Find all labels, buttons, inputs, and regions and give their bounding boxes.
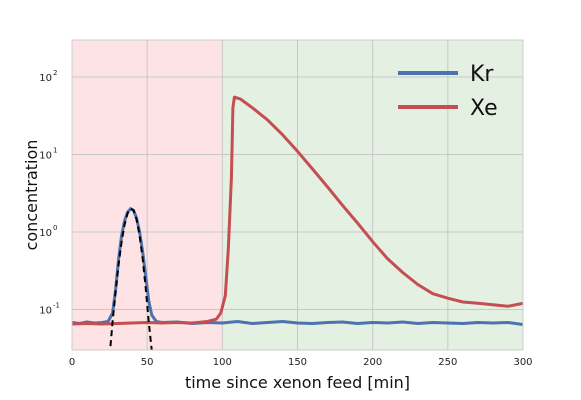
y-tick-exponent: 0 xyxy=(53,224,57,232)
series-lines xyxy=(72,95,523,350)
x-tick-label: 150 xyxy=(288,357,307,368)
x-tick-label: 100 xyxy=(213,357,232,368)
x-tick-label: 0 xyxy=(69,357,75,368)
y-tick-label: 10 xyxy=(39,305,52,316)
y-tick-label: 10 xyxy=(39,228,52,239)
y-tick-label: 10 xyxy=(39,73,52,84)
series-line-xe xyxy=(72,95,523,326)
x-tick-label: 200 xyxy=(363,357,382,368)
legend: Kr Xe xyxy=(398,62,498,121)
x-tick-label: 300 xyxy=(513,357,532,368)
fit-curve-line xyxy=(109,207,153,350)
y-tick-label: 10 xyxy=(39,150,52,161)
x-tick-label: 50 xyxy=(141,357,154,368)
y-tick-exponent: -1 xyxy=(53,301,60,309)
y-axis-label: concentration xyxy=(22,140,41,251)
plot-frame xyxy=(71,39,524,351)
legend-label: Kr xyxy=(470,62,494,87)
legend-label: Xe xyxy=(470,96,498,121)
x-axis-label: time since xenon feed [min] xyxy=(185,373,410,392)
y-tick-exponent: 1 xyxy=(53,146,57,154)
y-tick-exponent: 2 xyxy=(53,69,57,77)
x-tick-label: 250 xyxy=(438,357,457,368)
x-tick-labels: 0 50 100 150 200 250 300 xyxy=(69,357,533,368)
